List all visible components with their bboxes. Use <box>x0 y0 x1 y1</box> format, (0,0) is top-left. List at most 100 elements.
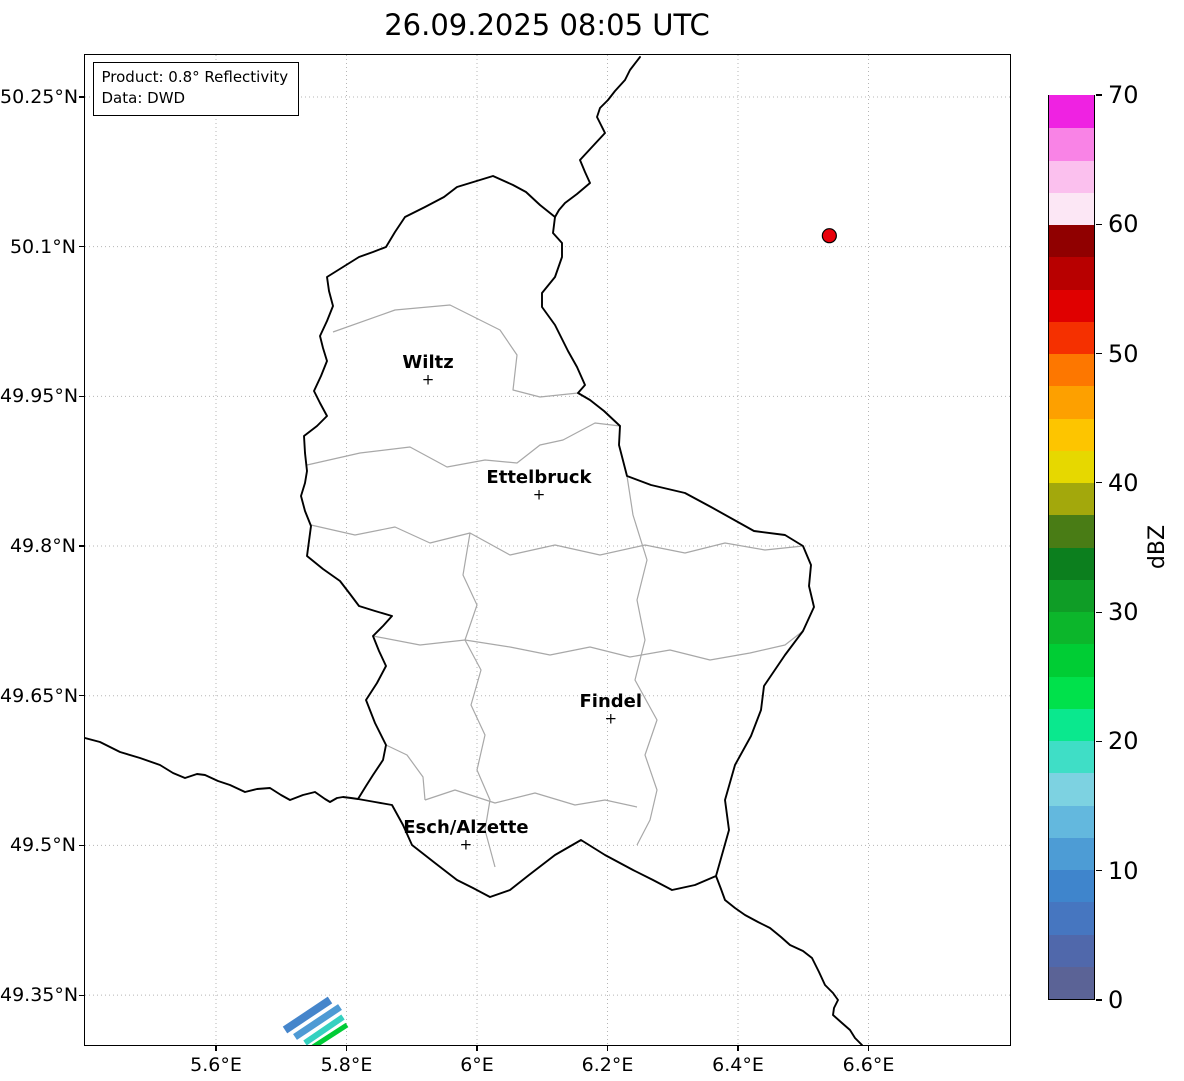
colorbar-segment <box>1049 385 1094 419</box>
y-tick-label: 49.95°N <box>0 385 79 408</box>
y-tick-mark <box>79 395 85 397</box>
colorbar-segment <box>1049 611 1094 645</box>
x-tick-label: 6°E <box>460 1054 494 1076</box>
colorbar-segment <box>1049 450 1094 483</box>
colorbar-segment <box>1049 901 1094 935</box>
colorbar-tick-mark <box>1096 870 1102 872</box>
city-marker: + <box>421 370 435 389</box>
colorbar-segment <box>1049 482 1094 516</box>
canton-border <box>424 788 637 808</box>
colorbar-tick-label: 60 <box>1108 210 1139 239</box>
x-tick-mark <box>476 1045 478 1051</box>
radar-echo-streak <box>282 996 332 1033</box>
y-tick-label: 50.25°N <box>0 86 79 108</box>
plot-area: Product: 0.8° Reflectivity Data: DWD <box>83 53 1011 1046</box>
x-tick-mark <box>867 1045 870 1051</box>
y-tick-mark <box>79 96 85 98</box>
grid-layer <box>84 54 1010 1045</box>
colorbar-segment <box>1049 353 1094 387</box>
colorbar-tick-mark <box>1096 740 1102 743</box>
colorbar-segment <box>1049 740 1094 774</box>
colorbar-segment <box>1049 675 1094 709</box>
colorbar-segment <box>1049 708 1094 741</box>
colorbar-segment <box>1049 224 1094 258</box>
country-borders <box>84 55 863 1045</box>
x-tick-label: 6.6°E <box>842 1054 895 1076</box>
y-tick-label: 49.8°N <box>9 535 76 558</box>
x-tick-mark <box>345 1045 348 1051</box>
radar-location-dot <box>821 227 837 243</box>
canton-border <box>385 743 426 800</box>
y-tick-label: 50.1°N <box>9 235 76 258</box>
colorbar-tick-label: 30 <box>1108 598 1139 627</box>
colorbar-axis-label: dBZ <box>1145 524 1170 570</box>
colorbar-tick-mark <box>1096 223 1102 225</box>
canton-border <box>461 532 496 867</box>
city-label: Esch/Alzette <box>403 817 529 839</box>
luxembourg-border <box>299 174 815 898</box>
x-tick-label: 6.4°E <box>712 1054 764 1076</box>
y-tick-mark <box>79 695 85 697</box>
marker-layer <box>821 227 837 243</box>
legend-box: Product: 0.8° Reflectivity Data: DWD <box>92 61 300 116</box>
colorbar-segment <box>1049 514 1094 548</box>
y-tick-label: 49.5°N <box>9 834 76 857</box>
colorbar-segment <box>1049 933 1094 967</box>
x-tick-mark <box>737 1045 739 1051</box>
y-tick-mark <box>79 246 85 248</box>
colorbar-tick-mark <box>1096 352 1102 355</box>
canton-borders <box>306 303 803 867</box>
colorbar-segment <box>1049 321 1094 354</box>
city-label: Ettelbruck <box>486 467 592 489</box>
x-tick-mark <box>215 1045 217 1051</box>
y-tick-label: 49.35°N <box>0 984 79 1007</box>
colorbar-segment <box>1049 95 1094 129</box>
colorbar-segment <box>1049 288 1094 322</box>
colorbar-tick-mark <box>1096 611 1102 613</box>
colorbar-segment <box>1049 192 1094 225</box>
colorbar-segment <box>1049 869 1094 903</box>
colorbar-segment <box>1049 127 1094 161</box>
colorbar-segment <box>1049 772 1094 806</box>
y-tick-mark <box>79 844 85 846</box>
canton-border <box>310 523 803 556</box>
city-label: Findel <box>579 690 643 712</box>
colorbar-segment <box>1049 256 1094 290</box>
x-tick-label: 6.2°E <box>581 1054 634 1076</box>
radar-echo <box>282 996 348 1045</box>
legend-data-line: Data: DWD <box>101 89 186 108</box>
y-tick-mark <box>79 545 85 547</box>
colorbar-segment <box>1049 804 1094 838</box>
colorbar-segment <box>1049 643 1094 677</box>
colorbar-segment <box>1049 579 1094 612</box>
colorbar-segment <box>1049 417 1094 451</box>
germany-france-border <box>714 874 863 1045</box>
france-belgium-border <box>84 736 359 803</box>
colorbar-tick-mark <box>1096 94 1102 96</box>
colorbar-tick-label: 40 <box>1108 468 1139 497</box>
canton-border <box>625 475 658 845</box>
colorbar-tick-label: 50 <box>1108 339 1139 368</box>
x-tick-label: 5.6°E <box>190 1054 242 1076</box>
radar-echo-streak <box>302 1014 345 1045</box>
y-tick-label: 49.65°N <box>0 684 79 707</box>
canton-border <box>306 421 620 468</box>
y-tick-mark <box>79 994 85 996</box>
colorbar-tick-label: 70 <box>1108 81 1139 109</box>
colorbar-segment <box>1049 546 1094 580</box>
canton-border <box>372 630 803 661</box>
city-marker: + <box>459 835 473 854</box>
city-label: Wiltz <box>402 352 454 374</box>
colorbar-tick-label: 20 <box>1108 727 1139 756</box>
city-marker: + <box>532 485 546 504</box>
page-title: 26.09.2025 08:05 UTC <box>384 8 710 42</box>
colorbar-tick-mark <box>1096 999 1102 1001</box>
colorbar-segment <box>1049 837 1094 870</box>
colorbar <box>1048 95 1095 1000</box>
x-tick-mark <box>606 1045 609 1051</box>
colorbar-tick-label: 10 <box>1108 856 1139 885</box>
radar-echo-streak <box>292 1003 342 1040</box>
belgium-germany-border <box>553 55 641 218</box>
x-tick-label: 5.8°E <box>320 1054 373 1076</box>
